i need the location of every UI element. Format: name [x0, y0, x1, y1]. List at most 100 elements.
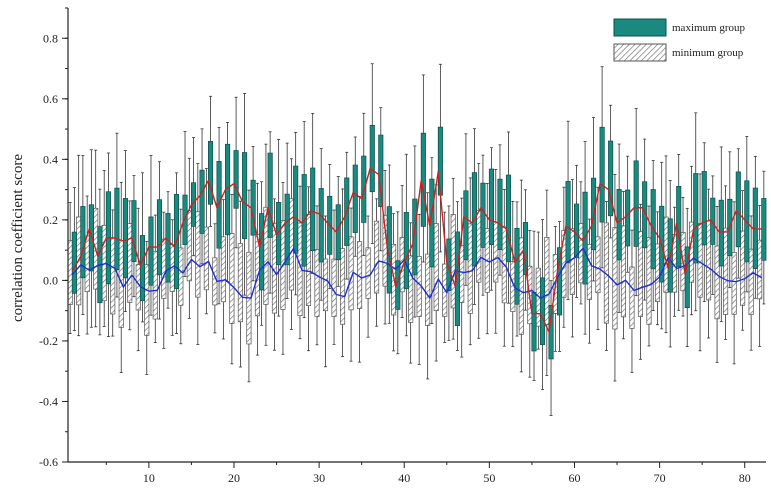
- minimum-box: [535, 231, 541, 350]
- minimum-box: [544, 189, 550, 376]
- maximum-box: [642, 138, 648, 301]
- minimum-box: [254, 182, 260, 356]
- minimum-box: [195, 163, 201, 345]
- x-tick-label: 10: [143, 471, 155, 485]
- maximum-box: [199, 128, 205, 265]
- minimum-box: [76, 154, 82, 337]
- maximum-box: [437, 63, 443, 253]
- maximum-box: [497, 144, 503, 276]
- y-tick-label: -0.2: [39, 334, 58, 348]
- minimum-box: [220, 199, 226, 340]
- maximum-box: [480, 154, 486, 296]
- y-tick-label: 0.4: [43, 152, 58, 166]
- minimum-box: [680, 196, 686, 317]
- y-ticks: -0.6 -0.4 -0.2 0.0 0.2 0.4 0.6 0.8: [39, 7, 68, 469]
- minimum-box: [578, 181, 584, 305]
- maximum-box: [80, 155, 86, 315]
- minimum-box: [612, 174, 618, 382]
- maximum-box: [131, 175, 137, 298]
- maximum-box: [97, 188, 103, 336]
- minimum-median-line: [71, 246, 763, 300]
- x-tick-label: 70: [654, 471, 666, 485]
- minimum-box: [467, 177, 473, 346]
- minimum-box: [561, 186, 567, 328]
- minimum-box: [229, 194, 235, 365]
- x-ticks: 10 20 30 40 50 60 70 80: [105, 462, 751, 485]
- minimum-box: [288, 158, 295, 330]
- minimum-box: [484, 183, 490, 335]
- maximum-box: [71, 187, 77, 331]
- maximum-box: [557, 221, 563, 352]
- minimum-box: [620, 191, 626, 340]
- minimum-box: [493, 169, 499, 334]
- minimum-box: [152, 214, 158, 343]
- minimum-box: [425, 192, 431, 380]
- legend-swatch-maximum: [613, 18, 667, 37]
- minimum-box: [637, 203, 644, 360]
- minimum-box: [84, 195, 90, 335]
- maximum-box: [378, 107, 384, 252]
- maximum-box: [122, 150, 128, 312]
- minimum-box: [706, 188, 712, 339]
- x-tick-label: 30: [313, 471, 325, 485]
- maximum-box: [539, 219, 546, 391]
- minimum-box: [740, 190, 746, 331]
- legend: maximum group minimum group: [613, 18, 746, 62]
- maximum-box: [650, 160, 656, 312]
- minimum-box: [203, 168, 209, 315]
- y-tick-label: 0.6: [43, 92, 58, 106]
- y-axis-title: correlation coefficient score: [10, 154, 26, 322]
- maximum-box: [591, 117, 597, 282]
- y-tick-label: 0.8: [43, 31, 58, 45]
- minimum-box: [127, 200, 133, 331]
- minimum-box: [731, 201, 737, 365]
- maximum-box: [208, 95, 214, 227]
- maximum-box: [386, 164, 392, 324]
- minimum-box: [663, 155, 669, 334]
- maximum-box: [293, 131, 299, 296]
- maximum-box: [242, 93, 248, 296]
- maximum-box: [505, 131, 512, 304]
- maximum-box: [233, 96, 239, 249]
- x-tick-label: 20: [228, 471, 240, 485]
- maximum-box: [216, 126, 222, 305]
- minimum-box: [186, 157, 192, 319]
- minimum-box: [374, 198, 380, 327]
- maximum-box: [599, 66, 605, 269]
- minimum-box: [339, 188, 346, 357]
- maximum-box: [139, 172, 146, 323]
- maximum-box: [548, 280, 554, 416]
- y-tick-label: 0.0: [43, 273, 58, 287]
- minimum-box: [399, 185, 405, 318]
- maximum-box: [276, 139, 282, 317]
- maximum-box: [352, 136, 358, 257]
- maximum-box: [446, 205, 452, 341]
- maximum-box: [574, 164, 580, 298]
- minimum-box: [263, 143, 269, 346]
- maximum-median-line: [71, 167, 762, 335]
- maximum-box: [156, 161, 163, 320]
- maximum-box: [420, 74, 426, 263]
- minimum-box: [646, 205, 652, 347]
- minimum-box: [365, 215, 371, 338]
- maximum-box: [250, 146, 256, 282]
- maximum-box: [727, 151, 733, 288]
- minimum-box: [67, 202, 73, 334]
- maximum-box: [318, 148, 324, 301]
- maximum-box: [190, 137, 197, 257]
- maximum-box: [182, 131, 188, 277]
- maximum-box: [403, 153, 409, 337]
- minimum-box: [595, 186, 601, 331]
- legend-label-minimum: minimum group: [672, 47, 744, 59]
- minimum-box: [357, 195, 363, 363]
- x-tick-label: 50: [483, 471, 495, 485]
- minimum-box: [586, 218, 592, 344]
- maximum-box: [148, 155, 154, 316]
- x-tick-label: 40: [398, 471, 410, 485]
- maximum-box: [369, 63, 375, 244]
- maximum-box: [565, 120, 571, 301]
- minimum-box: [101, 170, 107, 327]
- minimum-box: [110, 209, 116, 337]
- maximum-box: [114, 132, 120, 298]
